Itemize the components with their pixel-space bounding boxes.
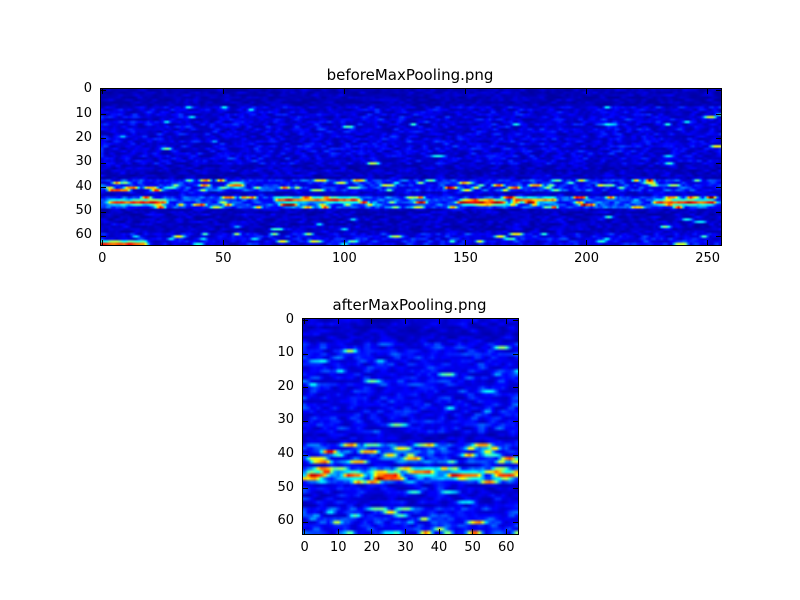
tick-mark xyxy=(513,320,518,322)
y-tick-label: 60 xyxy=(277,513,294,529)
tick-mark xyxy=(337,319,339,324)
tick-mark xyxy=(101,89,103,94)
tick-mark xyxy=(716,138,721,140)
after-maxpooling-subplot: afterMaxPooling.png 0 10 20 30 40 50 60 0 10 20 30… xyxy=(277,296,519,566)
before-maxpooling-subplot: beforeMaxPooling.png 0 50 100 150 200 250 0 10 2… xyxy=(75,66,722,276)
tick-mark xyxy=(464,89,466,94)
tick-mark xyxy=(586,89,588,94)
y-tick-label: 40 xyxy=(277,446,294,462)
x-tick-label: 20 xyxy=(363,540,381,555)
tick-mark xyxy=(513,488,518,490)
tick-mark xyxy=(716,89,721,91)
tick-mark xyxy=(222,240,224,245)
plot-title: afterMaxPooling.png xyxy=(332,296,487,314)
tick-mark xyxy=(716,211,721,213)
tick-mark xyxy=(404,319,406,324)
tick-mark xyxy=(464,240,466,245)
tick-mark xyxy=(101,138,106,140)
tick-mark xyxy=(343,89,345,94)
y-tick-label: 30 xyxy=(277,412,294,428)
tick-mark xyxy=(472,529,474,534)
y-tick-label: 10 xyxy=(277,345,294,361)
tick-mark xyxy=(513,387,518,389)
y-tick-label: 0 xyxy=(285,311,294,327)
tick-mark xyxy=(586,240,588,245)
tick-mark xyxy=(101,240,103,245)
y-tick-label: 30 xyxy=(75,154,92,170)
y-tick-label: 10 xyxy=(75,105,92,121)
y-tick-label: 0 xyxy=(83,81,92,97)
tick-mark xyxy=(513,353,518,355)
tick-mark xyxy=(304,529,306,534)
plot-title: beforeMaxPooling.png xyxy=(326,66,494,84)
x-tick-label: 250 xyxy=(695,251,721,266)
before-heatmap-canvas xyxy=(101,89,721,245)
x-tick-label: 0 xyxy=(98,251,107,266)
tick-mark xyxy=(303,454,308,456)
tick-mark xyxy=(707,240,709,245)
tick-mark xyxy=(505,319,507,324)
before-heatmap-axes xyxy=(100,88,722,246)
y-tick-label: 20 xyxy=(277,378,294,394)
x-tick-label: 60 xyxy=(497,540,515,555)
tick-mark xyxy=(337,529,339,534)
tick-mark xyxy=(343,240,345,245)
x-tick-label: 30 xyxy=(397,540,414,555)
x-tick-label: 50 xyxy=(464,540,481,555)
x-tick-label: 0 xyxy=(300,540,309,555)
x-tick-label: 100 xyxy=(331,251,357,266)
tick-mark xyxy=(101,211,106,213)
tick-mark xyxy=(101,187,106,189)
tick-mark xyxy=(404,529,406,534)
tick-mark xyxy=(371,319,373,324)
tick-mark xyxy=(222,89,224,94)
tick-mark xyxy=(513,521,518,523)
tick-mark xyxy=(303,488,308,490)
tick-mark xyxy=(716,162,721,164)
tick-mark xyxy=(472,319,474,324)
tick-mark xyxy=(371,529,373,534)
tick-mark xyxy=(716,187,721,189)
tick-mark xyxy=(303,420,308,422)
y-tick-label: 40 xyxy=(75,178,92,194)
tick-mark xyxy=(707,89,709,94)
tick-mark xyxy=(101,114,106,116)
tick-mark xyxy=(303,521,308,523)
tick-mark xyxy=(438,529,440,534)
after-heatmap-axes xyxy=(302,318,519,535)
y-tick-label: 50 xyxy=(75,203,92,219)
x-tick-label: 40 xyxy=(430,540,448,555)
tick-mark xyxy=(101,89,106,91)
tick-mark xyxy=(716,114,721,116)
tick-mark xyxy=(513,420,518,422)
tick-mark xyxy=(303,387,308,389)
after-heatmap-canvas xyxy=(303,319,518,534)
tick-mark xyxy=(304,319,306,324)
tick-mark xyxy=(303,353,308,355)
x-tick-label: 150 xyxy=(453,251,478,266)
x-tick-label: 50 xyxy=(215,251,232,266)
tick-mark xyxy=(513,454,518,456)
tick-mark xyxy=(505,529,507,534)
tick-mark xyxy=(101,162,106,164)
y-tick-label: 60 xyxy=(75,227,92,243)
y-tick-label: 50 xyxy=(277,479,294,495)
tick-mark xyxy=(716,235,721,237)
x-tick-label: 200 xyxy=(574,251,599,266)
tick-mark xyxy=(303,320,308,322)
y-tick-label: 20 xyxy=(75,129,92,145)
x-tick-label: 10 xyxy=(329,540,347,555)
tick-mark xyxy=(438,319,440,324)
tick-mark xyxy=(101,235,106,237)
